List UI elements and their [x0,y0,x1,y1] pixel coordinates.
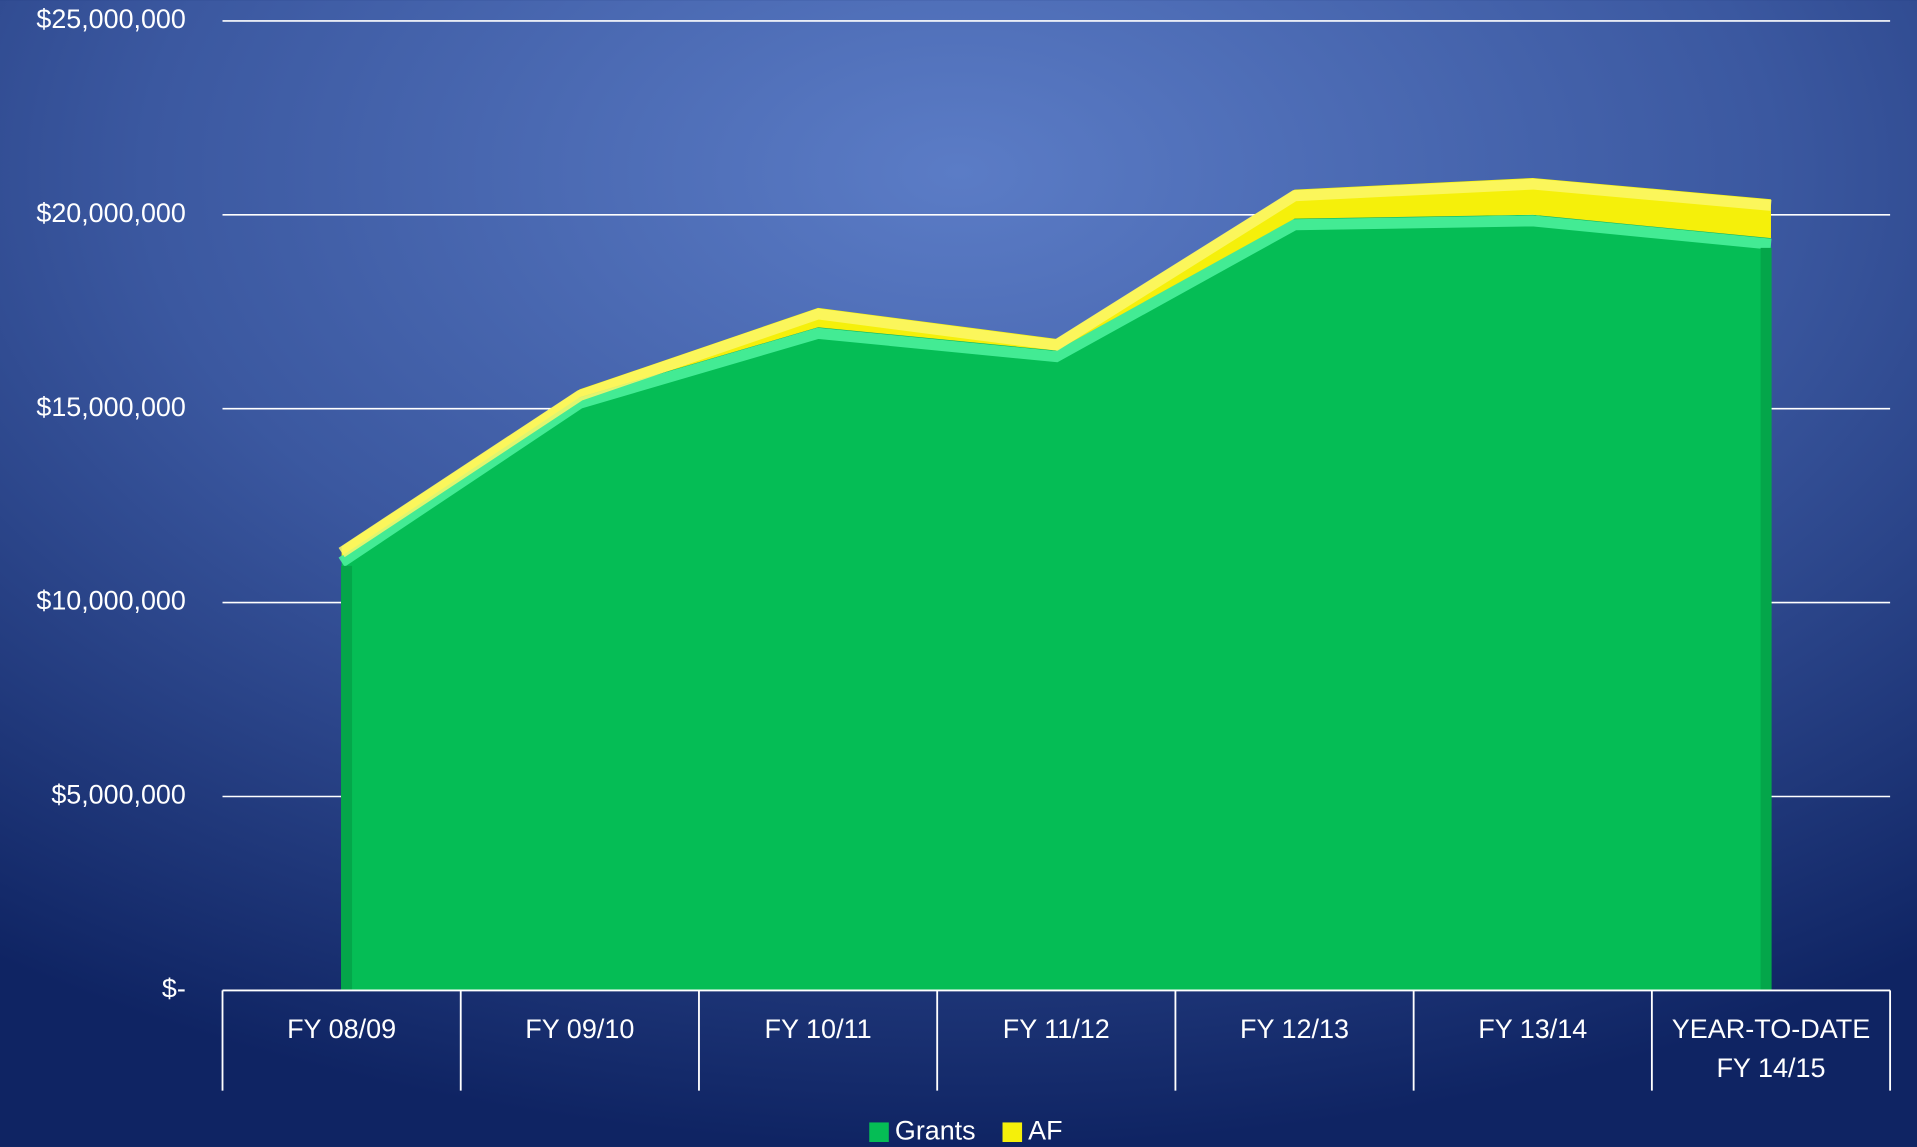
y-tick-label: $15,000,000 [36,392,185,422]
x-tick-label: FY 08/09 [287,1013,397,1044]
x-tick-label: FY 11/12 [1002,1013,1110,1044]
y-tick-label: $10,000,000 [36,586,185,616]
legend-label: AF [1028,1115,1062,1145]
area [341,214,1771,991]
legend-swatch [869,1122,889,1142]
y-tick-label: $25,000,000 [36,4,185,34]
x-tick-label: FY 13/14 [1478,1013,1588,1044]
y-tick-label: $20,000,000 [36,198,185,228]
legend-swatch [1002,1122,1023,1142]
legend-label: Grants [895,1115,976,1145]
area-top-edge [338,178,1772,558]
x-tick-label: FY 09/10 [525,1013,635,1044]
y-tick-label: $- [162,974,186,1004]
area-top-edge [338,215,1772,567]
area [341,177,1771,557]
y-tick-label: $5,000,000 [51,780,186,810]
x-tick-label: YEAR-TO-DATE FY 14/15 [1671,1013,1871,1083]
x-tick-label: FY 12/13 [1239,1013,1350,1044]
x-tick-label: FY 10/11 [764,1013,872,1044]
